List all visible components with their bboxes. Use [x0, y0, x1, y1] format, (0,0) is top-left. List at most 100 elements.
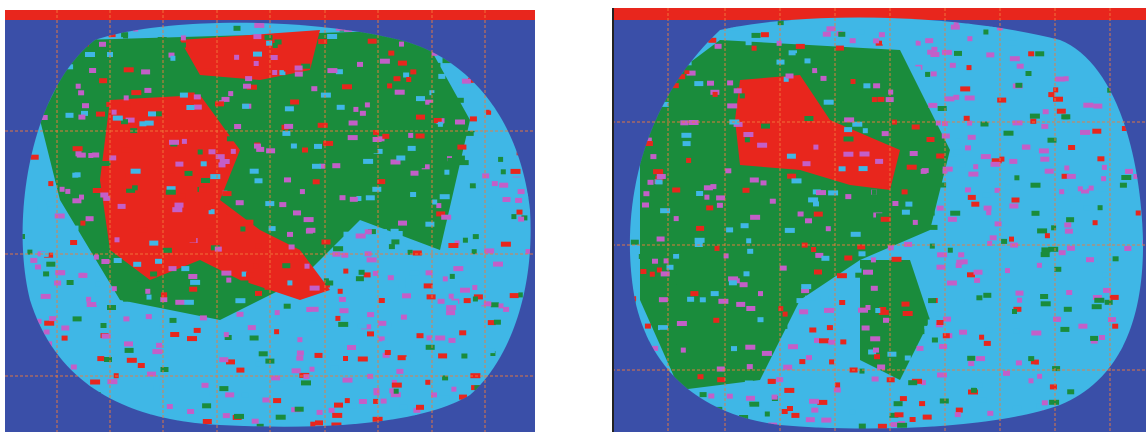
- speckle-pixel: [673, 253, 680, 259]
- speckle-pixel: [306, 227, 316, 233]
- speckle-pixel: [838, 166, 846, 172]
- speckle-pixel: [433, 96, 444, 102]
- speckle-pixel: [387, 83, 393, 89]
- speckle-pixel: [863, 83, 871, 89]
- speckle-pixel: [199, 315, 207, 321]
- speckle-pixel: [373, 390, 380, 396]
- speckle-pixel: [707, 80, 714, 86]
- speckle-pixel: [640, 269, 647, 274]
- speckle-pixel: [274, 195, 280, 201]
- speckle-pixel: [669, 279, 677, 285]
- speckle-pixel: [515, 197, 523, 203]
- speckle-pixel: [253, 263, 259, 269]
- speckle-pixel: [1090, 338, 1098, 344]
- speckle-pixel: [965, 22, 972, 28]
- speckle-pixel: [439, 395, 450, 401]
- speckle-pixel: [58, 270, 65, 276]
- speckle-pixel: [137, 363, 145, 368]
- speckle-pixel: [893, 401, 903, 407]
- speckle-pixel: [1013, 306, 1022, 312]
- speckle-pixel: [449, 273, 455, 279]
- speckle-pixel: [750, 214, 761, 220]
- speckle-pixel: [925, 71, 931, 77]
- speckle-pixel: [82, 103, 89, 109]
- speckle-pixel: [1022, 144, 1031, 150]
- speckle-pixel: [145, 288, 151, 294]
- speckle-pixel: [516, 209, 523, 215]
- speckle-pixel: [274, 39, 282, 45]
- speckle-pixel: [819, 338, 829, 344]
- speckle-pixel: [335, 315, 341, 321]
- speckle-pixel: [65, 112, 74, 118]
- speckle-pixel: [1056, 108, 1066, 114]
- speckle-pixel: [160, 297, 168, 303]
- speckle-pixel: [999, 156, 1005, 162]
- speckle-pixel: [72, 146, 83, 152]
- speckle-pixel: [367, 38, 377, 44]
- speckle-pixel: [437, 121, 443, 127]
- speckle-pixel: [911, 66, 921, 72]
- speckle-pixel: [287, 231, 293, 237]
- speckle-pixel: [868, 201, 875, 207]
- speckle-pixel: [1025, 71, 1032, 76]
- speckle-pixel: [878, 32, 885, 38]
- speckle-pixel: [391, 382, 402, 388]
- speckle-pixel: [73, 225, 79, 231]
- speckle-pixel: [936, 320, 944, 325]
- speckle-pixel: [308, 306, 319, 312]
- speckle-pixel: [660, 101, 669, 107]
- speckle-pixel: [710, 184, 717, 190]
- speckle-pixel: [1096, 123, 1103, 129]
- speckle-pixel: [161, 292, 168, 298]
- speckle-pixel: [518, 216, 525, 222]
- speckle-pixel: [226, 209, 232, 215]
- speckle-pixel: [453, 266, 464, 272]
- speckle-pixel: [121, 147, 132, 153]
- speckle-pixel: [1030, 359, 1039, 365]
- speckle-pixel: [364, 102, 370, 108]
- speckle-pixel: [880, 216, 891, 222]
- speckle-pixel: [704, 194, 710, 200]
- speckle-pixel: [335, 69, 343, 75]
- speckle-pixel: [180, 35, 186, 41]
- speckle-pixel: [338, 296, 346, 302]
- speckle-pixel: [314, 352, 323, 358]
- speckle-pixel: [274, 310, 280, 316]
- speckle-pixel: [459, 155, 465, 161]
- speckle-pixel: [986, 210, 992, 216]
- speckle-pixel: [472, 285, 478, 290]
- speckle-pixel: [696, 225, 705, 231]
- speckle-pixel: [981, 269, 989, 275]
- speckle-pixel: [987, 240, 993, 246]
- tissue: [629, 17, 1144, 429]
- speckle-pixel: [330, 365, 339, 371]
- speckle-pixel: [782, 311, 788, 317]
- speckle-pixel: [124, 341, 133, 347]
- speckle-pixel: [1028, 51, 1035, 57]
- speckle-pixel: [363, 272, 371, 278]
- speckle-pixel: [1012, 120, 1023, 126]
- speckle-pixel: [950, 210, 961, 216]
- speckle-pixel: [1061, 114, 1071, 120]
- speckle-pixel: [225, 392, 235, 398]
- speckle-pixel: [343, 356, 348, 361]
- speckle-pixel: [877, 423, 887, 429]
- speckle-pixel: [739, 282, 748, 288]
- speckle-pixel: [777, 20, 784, 26]
- speckle-pixel: [771, 394, 778, 400]
- speckle-pixel: [966, 65, 972, 71]
- speckle-pixel: [666, 264, 674, 270]
- speckle-pixel: [81, 110, 88, 116]
- speckle-pixel: [656, 267, 662, 273]
- speckle-pixel: [813, 211, 823, 217]
- speckle-pixel: [436, 203, 442, 209]
- speckle-pixel: [429, 102, 440, 108]
- speckle-pixel: [964, 95, 975, 101]
- speckle-pixel: [878, 309, 889, 315]
- speckle-pixel: [1013, 328, 1020, 334]
- speckle-pixel: [367, 331, 374, 337]
- speckle-pixel: [723, 253, 729, 259]
- speckle-pixel: [908, 380, 918, 386]
- speckle-pixel: [430, 62, 441, 68]
- speckle-pixel: [179, 92, 188, 98]
